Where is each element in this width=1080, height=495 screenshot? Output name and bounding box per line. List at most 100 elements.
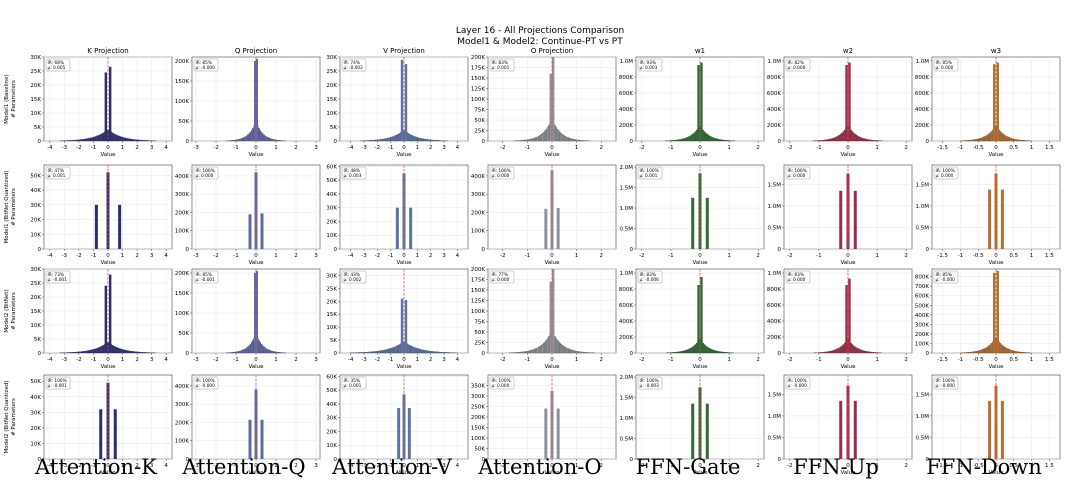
histogram-bar <box>705 197 709 249</box>
histogram-bar <box>975 139 978 142</box>
histogram-bar <box>242 137 244 142</box>
histogram-bar <box>89 349 92 354</box>
histogram-bar <box>133 139 136 142</box>
histogram-bar <box>825 351 828 354</box>
histogram-bar <box>548 124 550 142</box>
x-tick-label: -2 <box>500 357 505 363</box>
y-tick-label: 100K <box>471 97 485 103</box>
histogram-bar <box>1023 352 1026 354</box>
x-axis-label: Value <box>840 364 856 370</box>
histogram-bar <box>418 348 420 354</box>
row-label: Model2 (BitNet) <box>4 289 10 332</box>
x-tick-label: 3 <box>442 253 446 259</box>
histogram-bar <box>516 352 519 354</box>
y-tick-label: 0 <box>334 247 338 253</box>
histogram-bar <box>388 348 390 354</box>
histogram-bar <box>866 351 868 354</box>
stats-text: IR: 74% <box>344 60 361 66</box>
histogram-bar <box>122 349 124 354</box>
histogram-bar <box>260 419 264 459</box>
x-tick-label: -0.5 <box>973 357 984 363</box>
histogram-panel: 0 100K 200K 300K 400K 500K 600K 700K 800K -1.5 -1 -… <box>915 268 1061 370</box>
x-tick-label: -1 <box>668 145 673 151</box>
x-tick-label: 2 <box>904 145 908 151</box>
histogram-bar <box>239 138 242 142</box>
x-tick-label: 0 <box>698 253 702 259</box>
histogram-peak-bar <box>104 72 108 141</box>
histogram-bar <box>80 139 83 142</box>
y-tick-label: 30K <box>30 203 41 209</box>
histogram-bar <box>389 348 391 354</box>
x-tick-label: 0 <box>254 253 258 259</box>
histogram-bar <box>689 348 691 354</box>
y-tick-label: 10K <box>30 441 41 447</box>
histogram-bar <box>876 352 878 354</box>
y-tick-label: 600K <box>619 91 633 97</box>
x-tick-label: -2 <box>375 357 380 363</box>
stats-box <box>933 376 959 390</box>
histogram-bar <box>979 138 981 142</box>
histogram-bar <box>540 345 542 354</box>
y-tick-label: 25K <box>326 69 337 75</box>
histogram-bar <box>124 137 127 142</box>
histogram-bar <box>233 352 235 354</box>
histogram-bar <box>979 350 981 354</box>
histogram-bar <box>92 137 94 142</box>
histogram-bar <box>82 139 84 142</box>
x-tick-label: -1 <box>233 357 238 363</box>
stats-box <box>341 58 367 72</box>
stats-text: μ: -0.000 <box>196 383 216 389</box>
x-tick-label: 2 <box>599 463 603 469</box>
histogram-bar <box>985 135 988 142</box>
histogram-bar <box>568 137 570 142</box>
x-axis-label: Value <box>100 260 116 266</box>
histogram-bar <box>728 140 730 142</box>
histogram-bar <box>435 140 437 142</box>
histogram-bar <box>248 345 250 354</box>
histogram-panel: 0 100K 200K 300K 400K -3 -2 -1 0 1 2 3 Value IR: 100%… <box>175 164 321 266</box>
histogram-bar <box>443 352 445 354</box>
histogram-bar <box>98 134 101 142</box>
histogram-bar <box>413 346 415 354</box>
histogram-bar <box>85 138 88 142</box>
histogram-bar <box>535 348 537 354</box>
histogram-bar <box>535 137 537 142</box>
stats-text: IR: 83% <box>492 60 509 66</box>
histogram-bar <box>70 352 72 354</box>
histogram-bar <box>827 351 829 354</box>
histogram-bar <box>528 350 530 354</box>
histogram-panel: 0 25K 50K 75K 100K 125K 150K 175K 200K -2 -1 0 1 2 Val… <box>471 55 617 158</box>
histogram-bar <box>559 342 561 354</box>
x-axis-label: Value <box>396 364 412 370</box>
stats-box <box>785 166 811 180</box>
histogram-panel: 0 200K 400K 600K 800K 1.0M -1.5 -1 -0.5 0 0.5 1 1.5 V… <box>915 56 1061 158</box>
histogram-bar <box>693 132 695 142</box>
histogram-bar <box>424 350 427 354</box>
histogram-bar <box>92 349 94 354</box>
row-label: # Parameters <box>11 80 17 118</box>
histogram-bar <box>685 349 688 354</box>
histogram-bar <box>677 139 680 142</box>
histogram-bar <box>837 348 839 354</box>
x-tick-label: -1 <box>816 463 821 469</box>
stats-text: IR: 93% <box>640 60 657 66</box>
histogram-bar <box>238 351 240 354</box>
histogram-bar <box>968 140 970 142</box>
histogram-bar <box>860 137 863 142</box>
histogram-bar <box>976 138 979 142</box>
stats-text: IR: 83% <box>788 272 805 278</box>
histogram-bar <box>435 351 437 354</box>
x-tick-label: 0 <box>994 357 998 363</box>
y-tick-label: 0 <box>926 351 930 357</box>
histogram-peak-bar <box>404 300 408 353</box>
x-tick-label: -4 <box>348 463 354 469</box>
histogram-bar <box>444 352 446 354</box>
histogram-bar <box>423 138 426 142</box>
caption-attention-k: Attention-K <box>35 455 157 479</box>
x-tick-label: 2 <box>135 145 139 151</box>
histogram-bar <box>546 127 549 142</box>
histogram-bar <box>519 140 521 142</box>
x-tick-label: -1 <box>91 357 96 363</box>
histogram-bar <box>265 136 268 142</box>
x-tick-label: 0 <box>994 253 998 259</box>
